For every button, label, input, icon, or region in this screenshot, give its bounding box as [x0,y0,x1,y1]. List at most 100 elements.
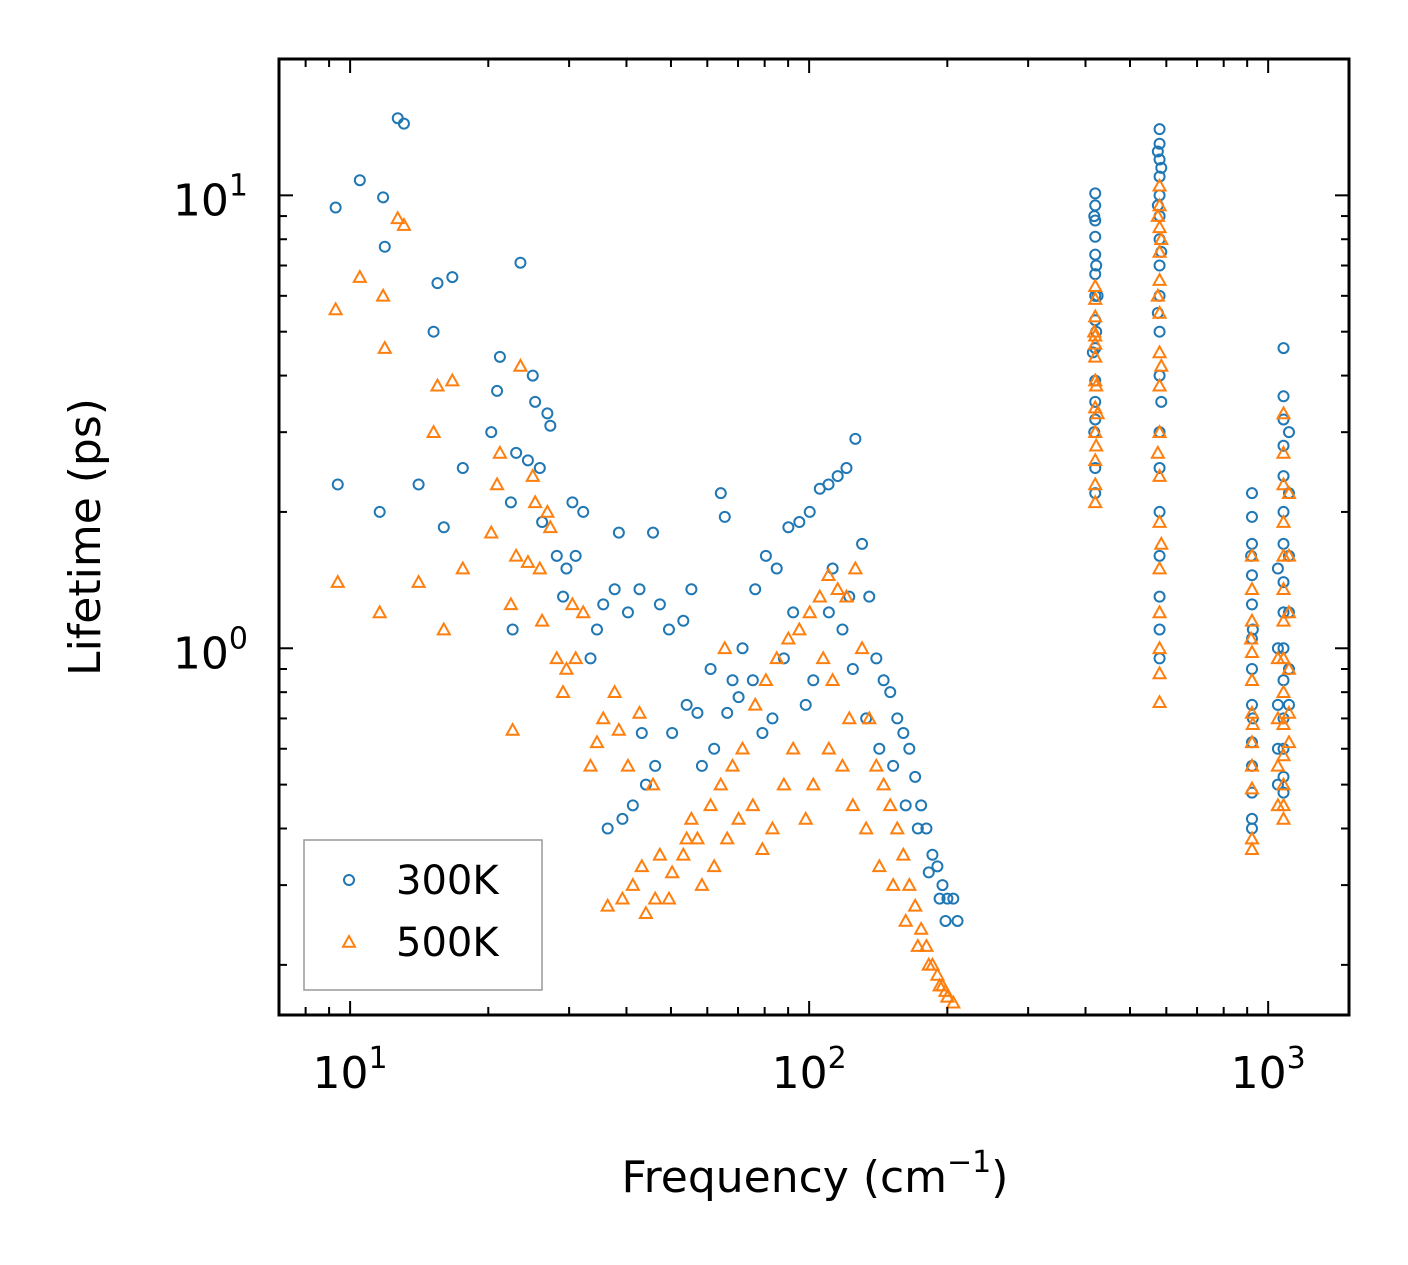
data-point-500K [769,650,785,665]
data-point-500K [1244,757,1260,772]
data-point-500K [664,864,680,879]
legend-label-500K: 500K [396,920,500,966]
data-point-500K [1270,650,1286,665]
data-point-500K [1281,547,1297,562]
data-point-300K [685,583,698,596]
data-point-500K [678,830,695,845]
data-point-500K [798,810,814,825]
data-point-300K [612,526,625,539]
data-point-300K [951,914,964,927]
data-point-300K [1245,698,1258,711]
data-point-500K [1151,219,1168,234]
data-point-500K [652,846,668,861]
data-point-500K [396,216,412,231]
data-point-500K [683,810,700,825]
data-point-300K [1153,590,1166,603]
data-point-500K [1151,272,1168,286]
data-point-500K [1281,485,1297,499]
data-point-300K [1089,230,1102,243]
data-point-500K [444,372,461,387]
data-point-500K [606,684,623,698]
data-point-500K [1151,243,1168,258]
data-point-500K [805,776,821,791]
data-point-300K [1277,342,1290,355]
data-point-500K [885,877,901,891]
data-point-300K [870,652,883,665]
data-point-300K [1153,123,1166,136]
data-point-300K [831,470,844,483]
data-point-500K [1150,444,1166,459]
data-point-500K [589,734,605,749]
data-point-500K [575,604,591,619]
data-point-500K [780,630,797,645]
data-point-300K [749,583,762,596]
data-point-500K [838,588,855,603]
data-point-500K [1275,776,1292,791]
data-point-300K [597,598,610,611]
data-point-500K [945,994,962,1009]
data-point-300K [437,521,450,534]
x-tick-label: 102 [772,1041,847,1099]
data-point-500K [504,721,521,736]
data-point-300K [903,742,916,755]
data-point-500K [858,820,874,835]
data-point-300K [1153,325,1166,338]
data-point-500K [758,672,774,687]
data-point-500K [645,776,661,791]
data-point-300K [649,759,662,772]
data-point-300K [695,759,708,772]
data-point-500K [1087,476,1103,491]
data-point-500K [620,757,636,772]
data-point-500K [1151,304,1168,319]
data-point-300K [491,384,504,397]
legend: 300K 500K [303,839,543,991]
data-point-500K [595,710,611,725]
data-point-300K [897,727,910,740]
data-point-300K [922,866,935,879]
data-point-300K [504,496,517,509]
data-point-500K [661,890,677,905]
data-point-500K [1151,640,1168,655]
data-point-300K [431,277,444,290]
data-point-500K [694,877,710,891]
data-point-300K [456,462,469,475]
data-point-500K [1243,630,1259,645]
data-point-500K [1275,747,1292,762]
data-point-300K [766,712,779,725]
data-point-500K [1281,734,1297,749]
data-point-500K [829,581,846,596]
data-point-300K [1277,470,1290,483]
data-point-500K [1275,612,1292,627]
data-point-500K [871,858,888,873]
data-point-500K [745,797,761,812]
data-point-500K [1087,327,1103,342]
data-point-500K [647,890,663,905]
data-point-300K [412,478,425,491]
data-point-500K [841,710,857,725]
data-point-500K [754,841,771,856]
data-point-300K [1282,426,1295,439]
data-point-500K [689,830,706,845]
data-point-300K [1271,698,1284,711]
data-point-500K [1151,513,1168,528]
data-point-500K [527,494,543,509]
data-point-500K [1270,797,1286,812]
data-point-500K [549,650,565,665]
data-point-300K [714,487,727,500]
data-point-500K [713,776,729,791]
data-point-300K [521,454,534,467]
data-point-300K [1277,770,1290,783]
data-point-500K [889,820,905,835]
data-point-500K [702,797,719,812]
data-point-300K [485,426,498,439]
data-point-500K [1244,644,1260,659]
data-point-500K [1270,710,1286,725]
data-point-300K [557,590,570,603]
data-point-500K [812,588,828,603]
data-point-500K [429,377,446,392]
data-point-300K [721,706,734,719]
data-point-500K [1151,377,1168,392]
data-point-500K [1244,612,1260,627]
